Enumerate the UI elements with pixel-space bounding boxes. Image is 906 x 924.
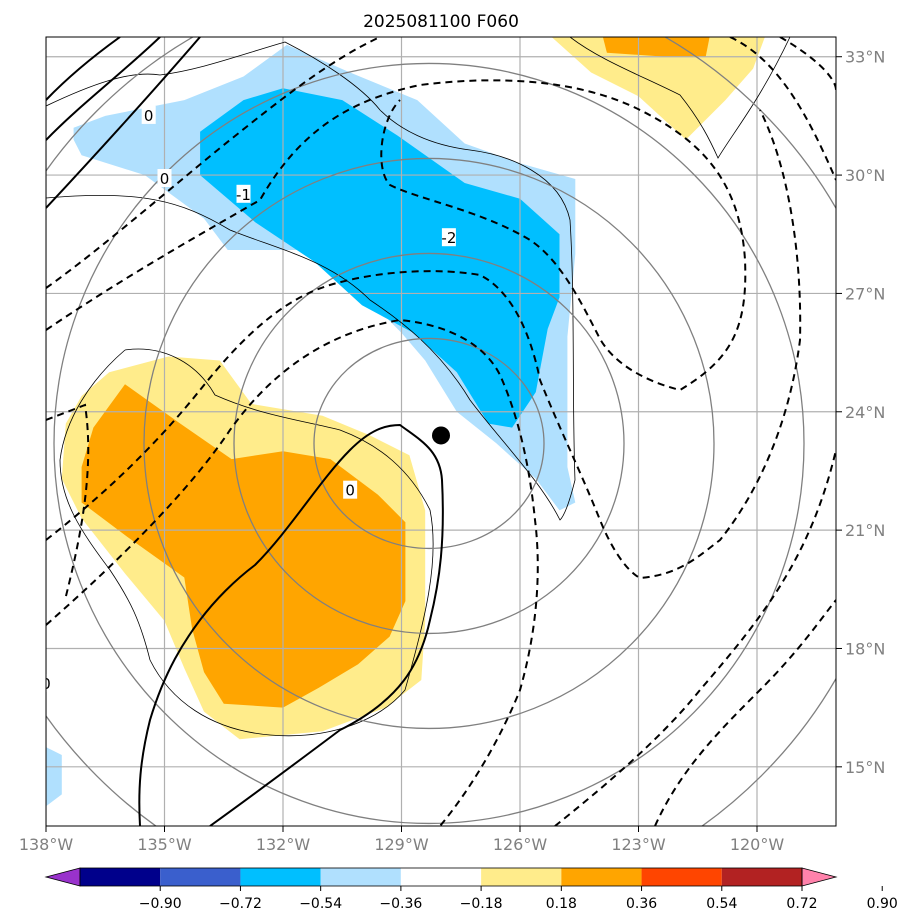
x-tick-label-4: 126°W — [493, 835, 548, 854]
shaded-region-6 — [46, 747, 62, 807]
shaded-region-3 — [81, 384, 406, 708]
gray-contour-1 — [233, 252, 625, 635]
contour-label-bg-3 — [441, 228, 456, 247]
dashed-contour-4 — [46, 403, 90, 601]
contour-label-bg-0 — [141, 105, 156, 124]
colorbar: −0.90 −0.72 −0.54 −0.36 −0.18 0.18 0.36 0.54 0.7… — [44, 867, 898, 912]
thin-contour-0 — [46, 41, 576, 521]
y-tick-label-6: 15°N — [845, 758, 885, 777]
colorbar-tick-label-4: −0.18 — [460, 896, 503, 912]
colorbar-tick-label-2: −0.54 — [299, 896, 342, 912]
shaded-region-5 — [602, 37, 710, 57]
colorbar-segment-2 — [240, 868, 321, 886]
contour-label-1: 0 — [160, 170, 170, 188]
shaded-region-0 — [73, 44, 576, 511]
solid-contour-0 — [46, 37, 121, 101]
plot-frame — [45, 36, 837, 827]
dashed-contour-6 — [554, 449, 836, 826]
colorbar-tick-label-6: 0.36 — [626, 896, 657, 912]
dashed-contour-3 — [46, 318, 539, 826]
x-tick-label-0: 138°W — [19, 835, 74, 854]
y-tick-label-1: 30°N — [845, 166, 885, 185]
colorbar-tick-label-7: 0.54 — [706, 896, 737, 912]
contour-label-5: 0 — [41, 675, 51, 693]
contour-label-2: -1 — [236, 186, 251, 204]
x-tick-label-2: 132°W — [256, 835, 311, 854]
gray-contour-2 — [143, 157, 715, 730]
y-tick-label-3: 24°N — [845, 403, 885, 422]
colorbar-segment-3 — [320, 868, 401, 886]
solid-contour-1 — [46, 37, 161, 141]
dashed-contour-2 — [46, 109, 802, 580]
x-tick-label-6: 120°W — [730, 835, 785, 854]
dashed-contour-7 — [729, 37, 836, 181]
colorbar-tick-label-9: 0.90 — [867, 896, 898, 912]
gray-contour-3 — [53, 62, 805, 825]
colorbar-tick-label-5: 0.18 — [546, 896, 577, 912]
chart-title: 2025081100 F060 — [363, 12, 519, 32]
colorbar-segment-1 — [160, 868, 241, 886]
storm-center-marker — [432, 426, 450, 445]
y-tick-label-0: 33°N — [845, 48, 885, 67]
gray-contour-0 — [313, 337, 545, 550]
colorbar-segment-4 — [400, 868, 482, 886]
y-tick-label-2: 27°N — [845, 284, 885, 303]
colorbar-tick-label-3: −0.36 — [379, 896, 422, 912]
colorbar-tick-label-8: 0.72 — [786, 896, 817, 912]
dashed-contour-1 — [46, 79, 747, 392]
contour-label-bg-5 — [46, 673, 53, 692]
colorbar-segment-8 — [721, 868, 802, 886]
contour-label-bg-4 — [343, 480, 358, 499]
colorbar-segment-0 — [80, 868, 161, 886]
colorbar-frame — [79, 867, 803, 887]
colorbar-segment-6 — [561, 868, 642, 886]
x-tick-label-5: 123°W — [611, 835, 666, 854]
colorbar-segment-7 — [641, 868, 722, 886]
contour-labels: 0 0 -1 -2 0 0 — [41, 105, 456, 693]
colorbar-extend-low — [44, 867, 81, 887]
contour-label-0: 0 — [144, 107, 154, 125]
y-tick-label-4: 21°N — [845, 521, 885, 540]
shaded-region-1 — [200, 88, 560, 428]
shaded-region-4 — [551, 37, 765, 140]
contour-label-bg-1 — [157, 169, 172, 188]
x-tick-label-3: 129°W — [374, 835, 429, 854]
colorbar-tick-label-1: −0.72 — [219, 896, 262, 912]
shaded-field — [46, 37, 765, 807]
x-tick-label-1: 135°W — [137, 835, 192, 854]
dashed-contour-5 — [654, 599, 836, 826]
contour-label-3: -2 — [441, 229, 456, 247]
storm-center-dot — [432, 426, 450, 445]
colorbar-tick-label-0: −0.90 — [139, 896, 182, 912]
y-tick-label-5: 18°N — [845, 639, 885, 658]
contour-label-bg-2 — [236, 184, 251, 203]
dashed-contour-0 — [46, 37, 381, 289]
colorbar-extend-high — [801, 867, 838, 887]
contour-label-4: 0 — [345, 482, 355, 500]
y-axis: 33°N 30°N 27°N 24°N 21°N 18°N 15°N — [836, 48, 885, 777]
thin-contour-2 — [569, 37, 791, 159]
solid-contour-2 — [46, 37, 201, 209]
colorbar-segment-5 — [481, 868, 562, 886]
solid-contour-3 — [138, 423, 444, 826]
x-axis: 138°W 135°W 132°W 129°W 126°W 123°W 120°W — [19, 826, 785, 854]
black-dashed-contours — [46, 37, 836, 826]
